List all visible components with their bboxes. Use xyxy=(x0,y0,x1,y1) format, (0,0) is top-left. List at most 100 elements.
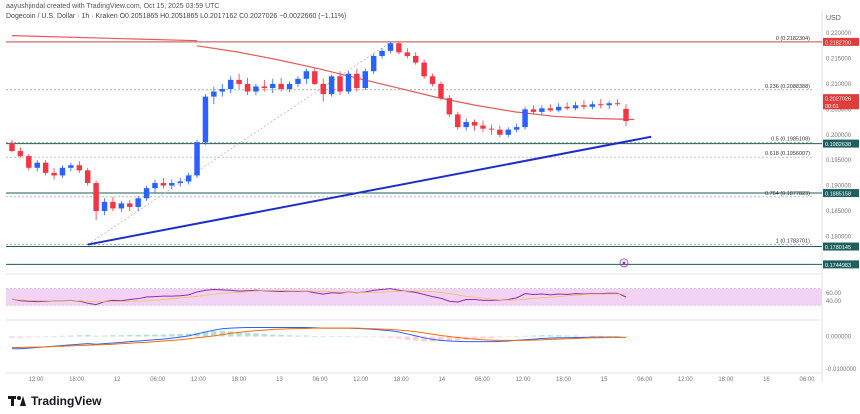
macd-histogram-bar xyxy=(488,336,495,339)
price-tick-label: 0.180000 xyxy=(826,234,852,240)
price-tag-label: 0.2027026 xyxy=(825,97,851,103)
macd-histogram-bar xyxy=(51,336,57,337)
candle xyxy=(118,203,125,209)
x-tick-label: 15 xyxy=(601,377,608,383)
candle xyxy=(261,86,268,88)
price-tick-label: 0.200000 xyxy=(826,133,852,139)
macd-histogram-bar xyxy=(211,330,217,337)
price-tick-label: 0.205000 xyxy=(826,107,852,113)
macd-histogram-bar xyxy=(202,331,209,337)
macd-histogram-bar xyxy=(312,336,318,337)
candle xyxy=(345,73,352,92)
price-tick-label: 0.215000 xyxy=(826,57,852,63)
rsi-ma-line xyxy=(11,290,627,303)
macd-histogram-bar xyxy=(530,335,537,337)
price-tag xyxy=(823,242,859,251)
macd-histogram-bar xyxy=(404,336,411,340)
candle xyxy=(177,181,183,184)
candle xyxy=(270,83,276,88)
macd-histogram-bar xyxy=(438,336,444,342)
macd-histogram-bar xyxy=(101,335,108,337)
macd-histogram-bar xyxy=(219,330,226,337)
candle xyxy=(169,183,175,186)
candle xyxy=(135,198,141,207)
currency-label: USD xyxy=(826,15,841,22)
candle xyxy=(68,165,74,168)
price-tag-label: 0.1744983 xyxy=(825,263,851,269)
macd-histogram-bar xyxy=(160,334,167,337)
candle xyxy=(564,106,570,109)
macd-histogram-bar xyxy=(421,336,427,342)
price-tag xyxy=(823,94,859,103)
x-tick-label: 12 xyxy=(114,377,121,383)
macd-histogram-bar xyxy=(270,334,276,337)
tradingview-logo-text: TradingView xyxy=(31,394,102,408)
x-tick-label: 14 xyxy=(438,377,445,383)
candle xyxy=(59,167,66,176)
fib-label: 0.618 (0.1956007) xyxy=(765,151,810,157)
candle xyxy=(497,129,503,135)
candle xyxy=(547,108,554,111)
candle xyxy=(572,105,579,109)
candle xyxy=(227,79,234,89)
candle xyxy=(194,142,200,176)
candle xyxy=(505,129,511,135)
candle xyxy=(26,156,32,168)
macd-histogram-bar xyxy=(505,336,511,338)
x-tick-label: 13 xyxy=(276,377,283,383)
x-tick-label: 18:00 xyxy=(69,377,85,383)
trendline xyxy=(87,135,652,246)
candle xyxy=(421,62,427,77)
macd-histogram-bar xyxy=(522,335,528,337)
macd-histogram-bar xyxy=(337,336,343,338)
candle xyxy=(429,76,436,84)
x-tick-label: 12:00 xyxy=(515,377,531,383)
macd-histogram-bar xyxy=(93,335,99,337)
candle xyxy=(253,86,259,92)
macd-histogram-bar xyxy=(9,336,15,338)
macd-histogram-bar xyxy=(286,335,293,337)
price-tick-label: 0.195000 xyxy=(826,158,852,164)
price-tag-label: 0.2182700 xyxy=(825,40,851,46)
candle xyxy=(370,55,377,72)
macd-histogram-bar xyxy=(480,336,486,339)
macd-histogram-bar xyxy=(42,336,49,338)
x-tick-label: 12:00 xyxy=(353,377,369,383)
macd-histogram-bar xyxy=(598,335,604,337)
candle xyxy=(320,83,326,95)
candle xyxy=(84,170,91,184)
candle xyxy=(513,127,520,130)
price-tag-label: 0.1885158 xyxy=(825,192,851,198)
candle xyxy=(328,76,335,95)
candle xyxy=(614,103,621,105)
macd-histogram-bar xyxy=(169,334,175,337)
macd-histogram-bar xyxy=(244,332,251,337)
macd-histogram-bar xyxy=(396,336,402,339)
macd-tick-label: 0.000000 xyxy=(826,335,852,341)
macd-histogram-bar xyxy=(614,336,621,337)
x-tick-label: 18:00 xyxy=(556,377,572,383)
candle xyxy=(488,128,495,130)
macd-histogram-bar xyxy=(118,335,125,337)
macd-histogram-bar xyxy=(303,335,310,337)
x-tick-label: 06:00 xyxy=(637,377,653,383)
candle xyxy=(278,83,284,89)
candle xyxy=(42,162,49,173)
candle xyxy=(185,175,192,182)
price-tick-label: 0.185000 xyxy=(826,209,852,215)
candle xyxy=(446,98,453,115)
candle xyxy=(555,106,562,111)
macd-histogram-bar xyxy=(84,334,91,337)
macd-histogram-bar xyxy=(623,336,629,338)
candle xyxy=(463,122,469,128)
candle xyxy=(9,143,15,152)
macd-histogram-bar xyxy=(26,336,32,338)
price-tag-label: 0.1982638 xyxy=(825,142,851,148)
price-tag xyxy=(823,189,859,198)
candle xyxy=(404,52,411,56)
moving-average-line xyxy=(11,35,198,42)
macd-histogram-bar xyxy=(471,336,478,340)
macd-histogram-bar xyxy=(354,336,360,338)
price-tick-label: 0.190000 xyxy=(826,184,852,190)
rsi-tick-label: 60.00 xyxy=(826,291,842,297)
